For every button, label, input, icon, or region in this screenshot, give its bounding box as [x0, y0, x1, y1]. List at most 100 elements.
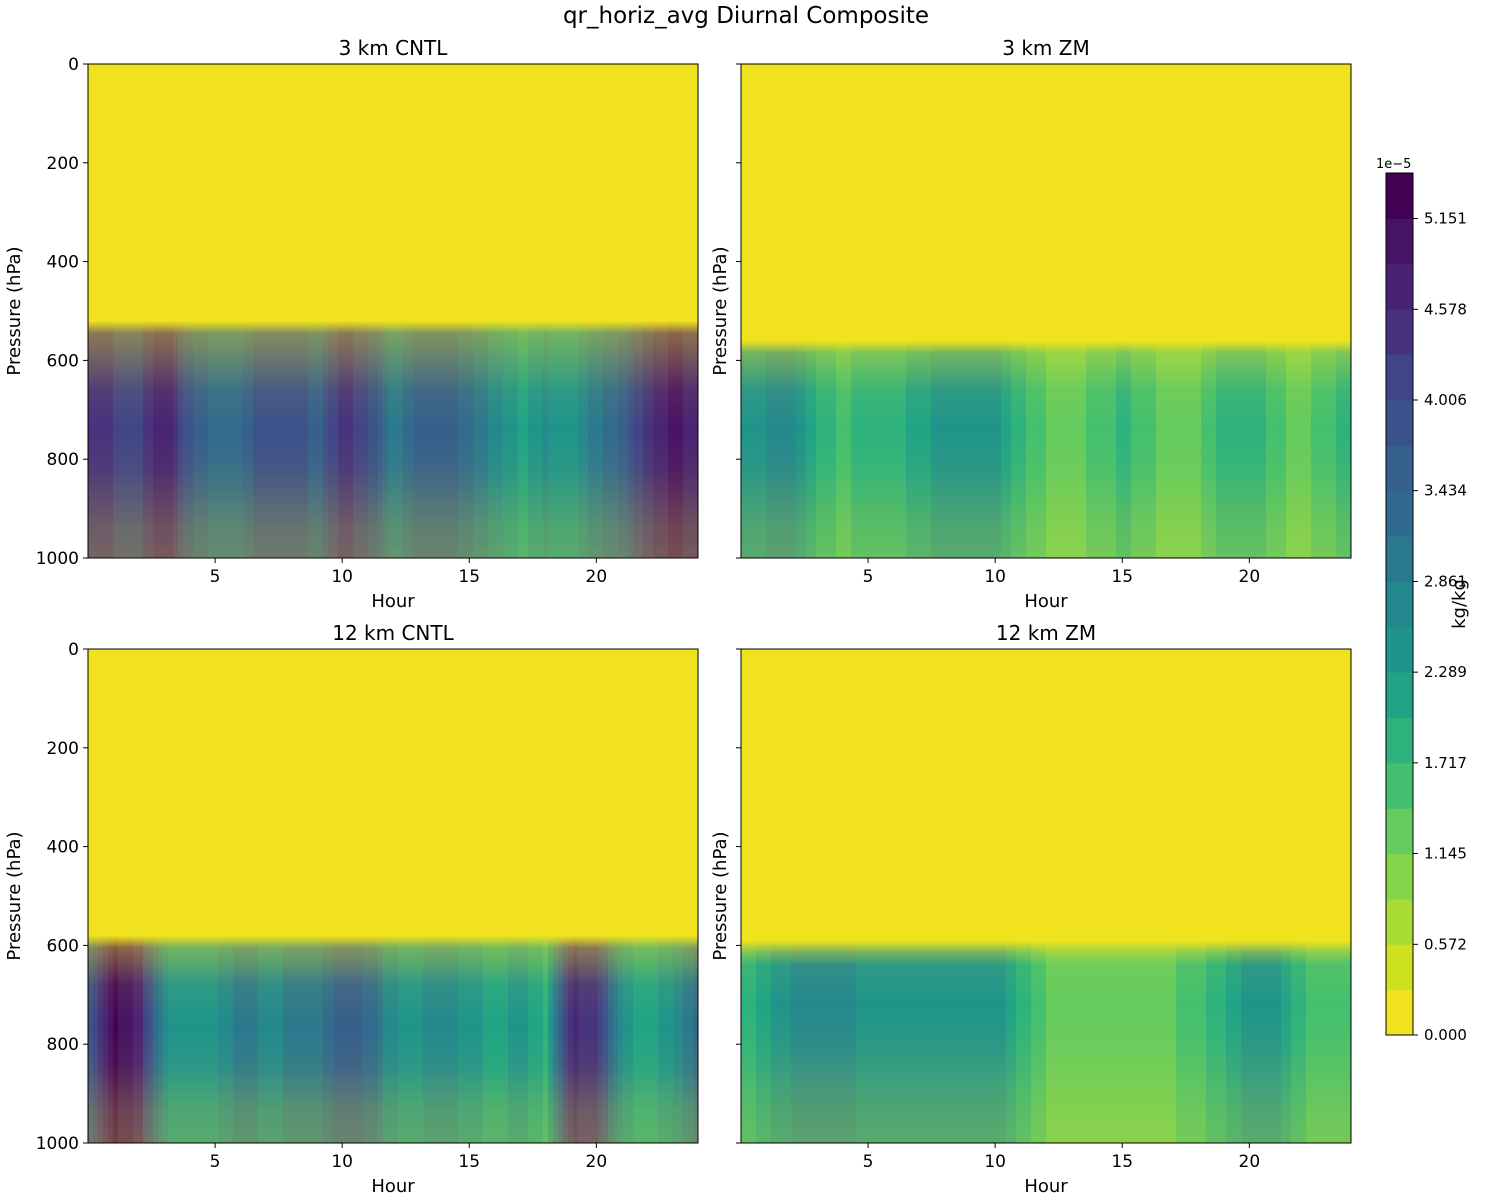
contour-column	[881, 340, 887, 558]
contour-column	[826, 340, 832, 558]
contour-column	[891, 340, 897, 558]
y-axis-label: Pressure (hPa)	[710, 246, 731, 375]
contour-field	[741, 649, 1352, 1143]
y-axis-label: Pressure (hPa)	[4, 831, 25, 960]
contour-column	[916, 940, 922, 1143]
contour-column	[88, 935, 94, 1143]
contour-column	[1101, 940, 1107, 1143]
contour-column	[338, 935, 344, 1143]
contour-column	[1076, 940, 1082, 1143]
contour-column	[1226, 940, 1232, 1143]
colorbar-tick-label: 1.717	[1424, 754, 1467, 772]
contour-column	[1246, 340, 1252, 558]
contour-column	[233, 935, 239, 1143]
contour-column	[886, 940, 892, 1143]
contour-column	[921, 940, 927, 1143]
contour-column	[1216, 340, 1222, 558]
x-tick-label: 10	[331, 1152, 353, 1172]
contour-column	[861, 940, 867, 1143]
contour-column	[1121, 940, 1127, 1143]
contour-column	[553, 935, 559, 1143]
axes-frame	[740, 63, 1352, 559]
contour-column	[856, 340, 862, 558]
contour-column	[418, 935, 424, 1143]
contour-column	[663, 935, 669, 1143]
colorbar-tick-label: 2.289	[1424, 663, 1467, 681]
contour-column	[1131, 340, 1137, 558]
contour-column	[1146, 340, 1152, 558]
contour-column	[866, 340, 872, 558]
contour-column	[931, 340, 937, 558]
contour-column	[128, 320, 134, 558]
contour-column	[253, 935, 259, 1143]
contour-column	[418, 320, 424, 558]
contour-column	[821, 340, 827, 558]
contour-column	[653, 935, 659, 1143]
contour-column	[1161, 340, 1167, 558]
contour-column	[453, 935, 459, 1143]
contour-column	[1066, 940, 1072, 1143]
contour-column	[628, 320, 634, 558]
y-tick-label: 800	[47, 450, 79, 470]
colorbar-tick-label: 3.434	[1424, 482, 1467, 500]
contour-column	[503, 935, 509, 1143]
contour-column	[1231, 940, 1237, 1143]
contour-column	[1086, 940, 1092, 1143]
contour-column	[961, 940, 967, 1143]
contour-column	[503, 320, 509, 558]
colorbar-band	[1386, 581, 1413, 628]
contour-column	[1221, 340, 1227, 558]
contour-column	[751, 340, 757, 558]
contour-column	[323, 320, 329, 558]
contour-column	[573, 320, 579, 558]
contour-column	[1191, 940, 1197, 1143]
contour-column	[293, 320, 299, 558]
contour-column	[508, 935, 514, 1143]
contour-column	[413, 935, 419, 1143]
contour-column	[946, 340, 952, 558]
axes-frame	[740, 648, 1352, 1144]
contour-column	[213, 935, 219, 1143]
contour-column	[936, 340, 942, 558]
contour-column	[921, 340, 927, 558]
contour-column	[478, 320, 484, 558]
contour-column	[1246, 940, 1252, 1143]
contour-column	[638, 320, 644, 558]
contour-column	[1181, 940, 1187, 1143]
contour-column	[423, 320, 429, 558]
contour-column	[298, 935, 304, 1143]
contour-column	[1136, 340, 1142, 558]
contour-column	[996, 940, 1002, 1143]
contour-column	[956, 340, 962, 558]
contour-column	[408, 935, 414, 1143]
contour-column	[168, 935, 174, 1143]
colorbar-band	[1386, 354, 1413, 401]
contour-column	[388, 320, 394, 558]
contour-column	[856, 940, 862, 1143]
contour-column	[1336, 340, 1342, 558]
colorbar-tick-label: 1.145	[1424, 845, 1467, 863]
contour-column	[498, 935, 504, 1143]
contour-column	[1016, 340, 1022, 558]
contour-column	[1036, 340, 1042, 558]
colorbar-band	[1386, 989, 1413, 1036]
contour-column	[353, 320, 359, 558]
contour-column	[1171, 340, 1177, 558]
contour-column	[103, 320, 109, 558]
contour-column	[1321, 340, 1327, 558]
contour-column	[1291, 340, 1297, 558]
contour-column	[368, 935, 374, 1143]
contour-column	[578, 320, 584, 558]
contour-column	[483, 320, 489, 558]
colorbar-band	[1386, 898, 1413, 945]
contour-column	[93, 935, 99, 1143]
contour-column	[1111, 340, 1117, 558]
contour-column	[543, 935, 549, 1143]
contour-column	[273, 935, 279, 1143]
x-tick-label: 20	[1239, 567, 1261, 587]
contour-column	[806, 340, 812, 558]
contour-column	[573, 935, 579, 1143]
contour-column	[438, 320, 444, 558]
contour-column	[373, 320, 379, 558]
